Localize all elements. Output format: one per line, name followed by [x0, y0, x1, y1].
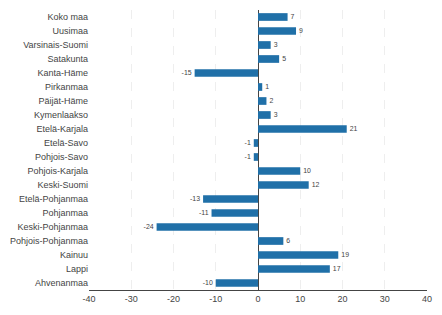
svg-text:Kymenlaakso: Kymenlaakso	[34, 110, 88, 120]
svg-text:Etelä-Karjala: Etelä-Karjala	[36, 124, 88, 134]
svg-text:Varsinais-Suomi: Varsinais-Suomi	[23, 40, 88, 50]
svg-text:2: 2	[269, 97, 273, 104]
svg-text:0: 0	[255, 294, 260, 304]
svg-text:10: 10	[303, 167, 311, 174]
svg-text:-20: -20	[167, 294, 180, 304]
svg-text:12: 12	[312, 181, 320, 188]
svg-text:10: 10	[295, 294, 305, 304]
svg-text:19: 19	[341, 251, 349, 258]
svg-text:Uusimaa: Uusimaa	[52, 26, 88, 36]
svg-text:1: 1	[265, 83, 269, 90]
svg-text:Pohjanmaa: Pohjanmaa	[42, 208, 88, 218]
svg-text:-13: -13	[190, 195, 200, 202]
svg-text:20: 20	[337, 294, 347, 304]
svg-text:-10: -10	[203, 279, 213, 286]
svg-text:-10: -10	[209, 294, 222, 304]
svg-text:Lappi: Lappi	[66, 264, 88, 274]
svg-text:Kainuu: Kainuu	[60, 250, 88, 260]
svg-text:-15: -15	[182, 69, 192, 76]
svg-text:Ahvenanmaa: Ahvenanmaa	[35, 278, 88, 288]
svg-text:Koko maa: Koko maa	[47, 12, 88, 22]
svg-text:Keski-Pohjanmaa: Keski-Pohjanmaa	[17, 222, 88, 232]
svg-text:Pohjois-Pohjanmaa: Pohjois-Pohjanmaa	[10, 236, 88, 246]
svg-text:Pirkanmaa: Pirkanmaa	[45, 82, 88, 92]
svg-text:Päijät-Häme: Päijät-Häme	[38, 96, 88, 106]
svg-text:Etelä-Savo: Etelä-Savo	[44, 138, 88, 148]
svg-text:-1: -1	[245, 153, 251, 160]
svg-text:-40: -40	[82, 294, 95, 304]
svg-text:-24: -24	[144, 223, 154, 230]
svg-text:Satakunta: Satakunta	[47, 54, 88, 64]
svg-text:7: 7	[291, 13, 295, 20]
svg-text:21: 21	[350, 125, 358, 132]
svg-text:-11: -11	[199, 209, 209, 216]
svg-text:-30: -30	[125, 294, 138, 304]
svg-text:Pohjois-Karjala: Pohjois-Karjala	[27, 166, 88, 176]
svg-text:Pohjois-Savo: Pohjois-Savo	[35, 152, 88, 162]
svg-text:30: 30	[380, 294, 390, 304]
svg-text:3: 3	[274, 41, 278, 48]
svg-text:Etelä-Pohjanmaa: Etelä-Pohjanmaa	[19, 194, 88, 204]
svg-text:Keski-Suomi: Keski-Suomi	[37, 180, 88, 190]
svg-text:-1: -1	[245, 139, 251, 146]
svg-text:9: 9	[299, 27, 303, 34]
svg-text:5: 5	[282, 55, 286, 62]
svg-text:3: 3	[274, 111, 278, 118]
svg-text:Kanta-Häme: Kanta-Häme	[37, 68, 88, 78]
svg-text:17: 17	[333, 265, 341, 272]
svg-text:6: 6	[286, 237, 290, 244]
svg-text:40: 40	[422, 294, 432, 304]
